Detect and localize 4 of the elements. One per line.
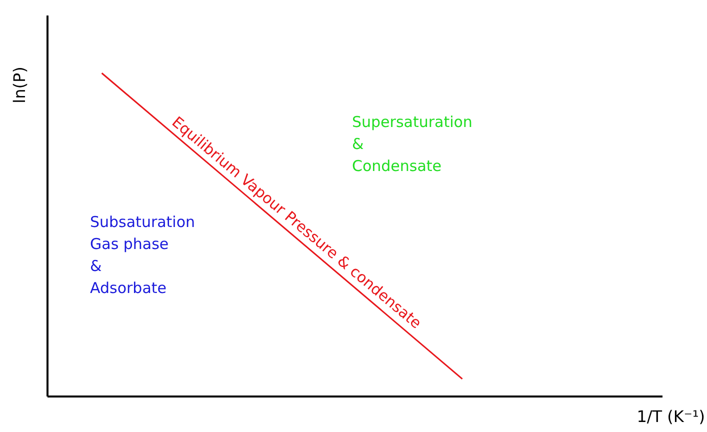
annotation: Supersaturation & Condensate — [352, 113, 472, 175]
annotation: Subsaturation Gas phase & Adsorbate — [90, 213, 196, 297]
x-axis-title: 1/T (K⁻¹) — [636, 407, 705, 426]
y-axis-title: ln(P) — [10, 66, 29, 104]
